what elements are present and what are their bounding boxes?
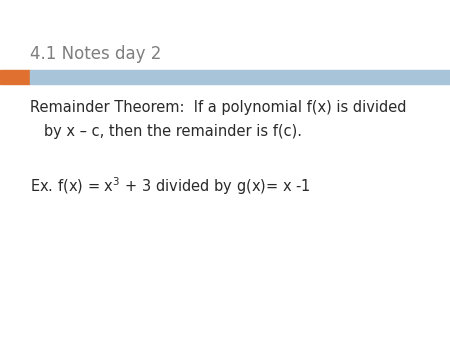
Bar	[30, 70, 450, 84]
Text: Ex. f(x) = x$^3$ + 3 divided by g(x)= x -1: Ex. f(x) = x$^3$ + 3 divided by g(x)= x …	[30, 175, 311, 197]
Bar	[0, 70, 30, 84]
Text: Remainder Theorem:  If a polynomial f(x) is divided: Remainder Theorem: If a polynomial f(x) …	[30, 100, 406, 115]
Text: by x – c, then the remainder is f(c).: by x – c, then the remainder is f(c).	[30, 124, 302, 139]
Text: 4.1 Notes day 2: 4.1 Notes day 2	[30, 45, 162, 63]
